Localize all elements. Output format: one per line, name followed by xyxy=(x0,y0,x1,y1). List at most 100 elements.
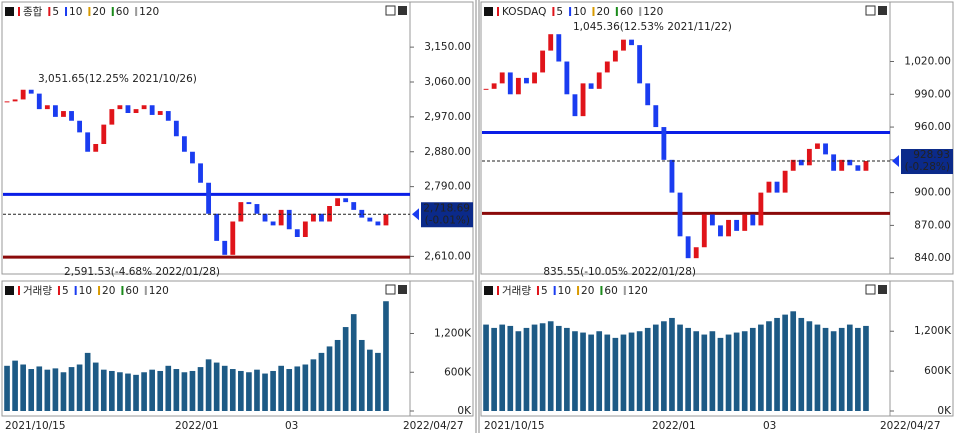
maximize-button[interactable] xyxy=(385,5,396,16)
volume-bar xyxy=(262,373,268,411)
volume-bar xyxy=(141,372,147,411)
maximize-button[interactable] xyxy=(385,284,396,295)
volume-bar xyxy=(117,372,123,411)
legend-swatch xyxy=(65,7,68,16)
y-tick-label: 3,150.00 xyxy=(424,41,471,53)
legend-label: 5 xyxy=(541,285,548,297)
volume-bar xyxy=(612,337,619,411)
y-tick-label: 2,970.00 xyxy=(424,111,471,123)
volume-bar xyxy=(830,331,837,411)
legend-label: 10 xyxy=(79,285,92,297)
volume-bar xyxy=(547,321,554,411)
legend-swatch xyxy=(88,7,91,16)
candle xyxy=(302,221,308,237)
volume-bar xyxy=(846,324,853,411)
candle xyxy=(540,50,546,73)
candle xyxy=(588,83,594,89)
legend-label: 20 xyxy=(92,6,105,18)
panel-title: 종합 xyxy=(23,6,43,18)
candle xyxy=(294,229,300,237)
y-tick-label: 990.00 xyxy=(914,88,951,100)
volume-bar xyxy=(4,365,10,411)
volume-bar xyxy=(189,370,196,411)
candle xyxy=(726,219,731,237)
volume-bar xyxy=(604,334,611,411)
candle xyxy=(774,181,780,193)
volume-bar xyxy=(774,317,780,411)
panel-frame xyxy=(1,280,474,417)
volume-bar xyxy=(375,352,381,411)
candle xyxy=(645,83,651,106)
volume-bar xyxy=(213,362,220,411)
volume-bar xyxy=(822,327,829,411)
volume-bar xyxy=(197,367,204,411)
legend-swatch xyxy=(623,286,626,295)
volume-bar xyxy=(669,317,675,411)
volume-bar xyxy=(367,349,373,411)
volume-bar xyxy=(588,334,594,411)
candle xyxy=(286,209,292,230)
candle xyxy=(863,161,869,171)
candle xyxy=(742,214,748,231)
close-button[interactable] xyxy=(878,6,887,15)
price-annotation: 2,591.53(-4.68% 2022/01/28) xyxy=(64,266,220,278)
candle xyxy=(855,165,861,171)
candle xyxy=(524,77,529,84)
volume-bar xyxy=(109,370,115,411)
volume-bar xyxy=(620,334,627,411)
candle xyxy=(815,143,820,149)
candle xyxy=(661,127,667,160)
candle xyxy=(230,221,236,255)
volume-bar xyxy=(310,359,317,411)
maximize-button[interactable] xyxy=(865,284,876,295)
legend-label: 10 xyxy=(558,285,571,297)
legend-swatch xyxy=(536,286,539,295)
volume-bar xyxy=(749,327,756,411)
close-button[interactable] xyxy=(878,285,887,294)
volume-bar xyxy=(100,369,107,411)
volume-bar xyxy=(838,327,845,411)
price-annotation: 1,045.36(12.53% 2021/11/22) xyxy=(573,21,732,33)
volume-bar xyxy=(499,324,506,411)
candle xyxy=(709,214,715,226)
volume-bar xyxy=(661,321,667,411)
legend-swatch xyxy=(569,7,572,16)
close-button[interactable] xyxy=(398,6,407,15)
candle xyxy=(359,209,365,218)
volume-bar xyxy=(238,370,244,411)
legend-label: 5 xyxy=(52,6,59,18)
candle xyxy=(766,181,772,193)
legend-swatch xyxy=(600,286,603,295)
candle xyxy=(693,247,699,259)
legend-label: 20 xyxy=(596,6,609,18)
panel-title: 거래량 xyxy=(23,285,52,297)
candle xyxy=(629,39,634,46)
maximize-button[interactable] xyxy=(865,5,876,16)
current-label: (-0.28%) xyxy=(905,161,950,173)
volume-bar xyxy=(52,368,59,411)
close-button[interactable] xyxy=(398,285,407,294)
candle xyxy=(604,61,610,73)
candle xyxy=(149,105,155,115)
candle xyxy=(254,204,260,214)
volume-bar xyxy=(855,327,861,411)
y-tick-label: 0K xyxy=(937,405,952,417)
legend-swatch xyxy=(615,7,618,16)
candle xyxy=(4,101,10,103)
panel-frame xyxy=(1,1,474,275)
volume-bar xyxy=(572,331,578,411)
current-label: 2,718.69 xyxy=(423,202,470,214)
volume-bar xyxy=(523,327,530,411)
candle xyxy=(839,159,845,171)
candle xyxy=(621,39,626,51)
candle xyxy=(101,124,107,144)
panel-icon xyxy=(484,7,493,16)
volume-bar xyxy=(254,369,260,411)
candle xyxy=(77,120,83,133)
y-tick-label: 960.00 xyxy=(914,121,951,133)
current-box xyxy=(421,202,473,228)
y-tick-label: 1,200K xyxy=(434,328,472,340)
volume-bar xyxy=(644,327,651,411)
x-axis-label: 2022/01 xyxy=(175,420,219,432)
volume-bar xyxy=(358,339,365,411)
